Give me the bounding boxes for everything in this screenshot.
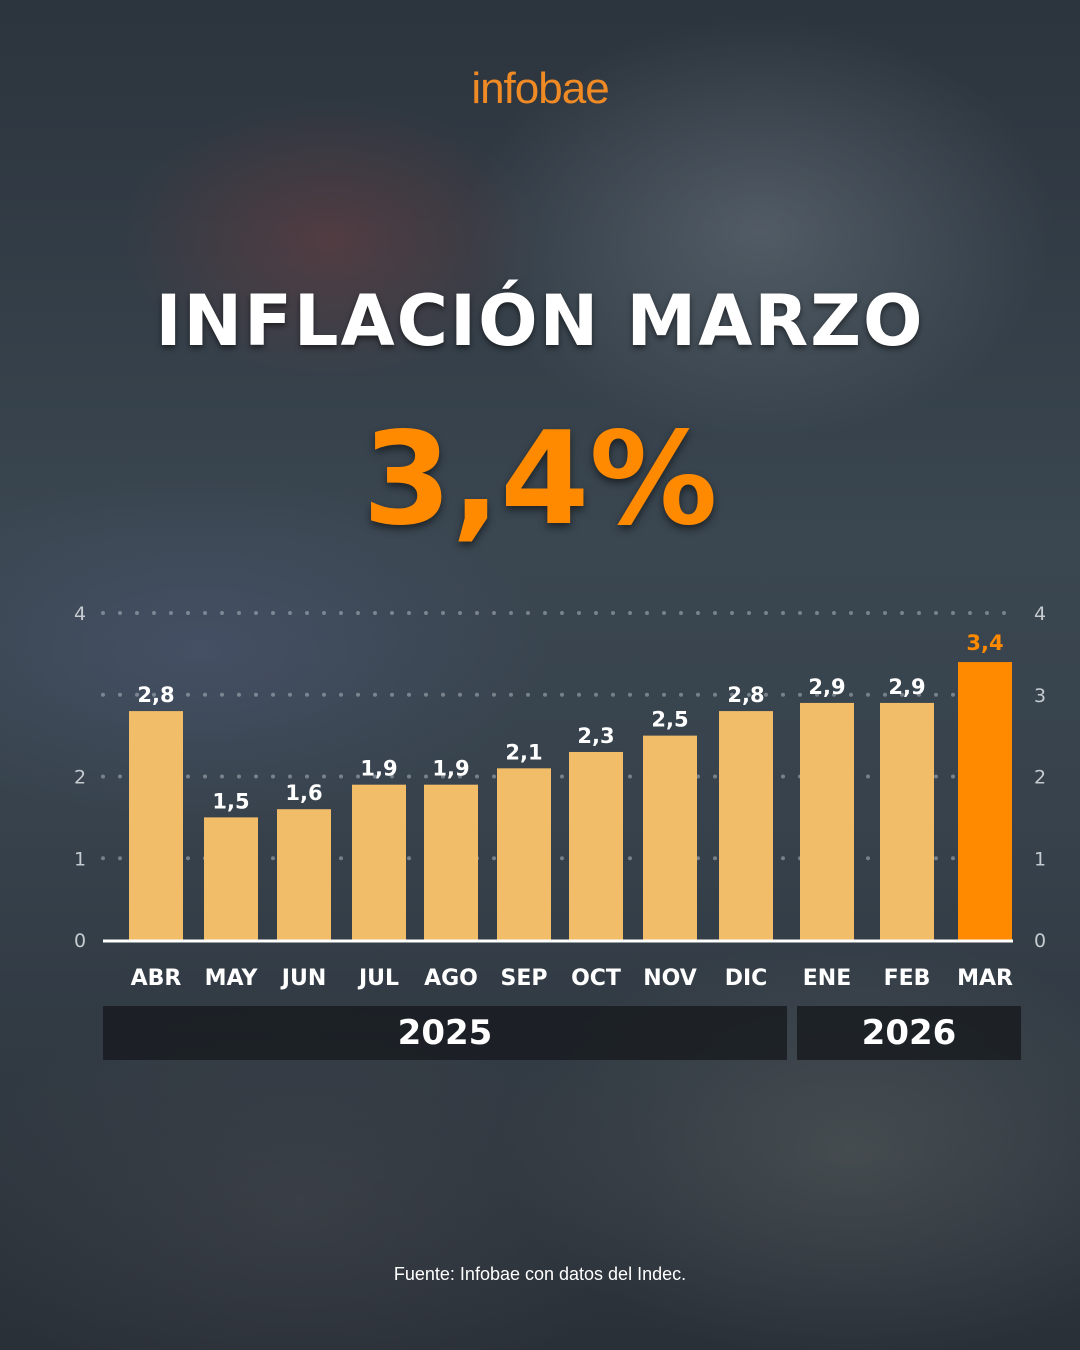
- bar-ene: [800, 702, 854, 940]
- bar-may: [204, 817, 258, 940]
- x-tick-label: MAR: [957, 966, 1013, 991]
- year-label-2026: 2026: [797, 1006, 1021, 1060]
- x-tick-label: FEB: [884, 966, 931, 991]
- value-label: 1,6: [285, 781, 322, 805]
- y-tick-left: 4: [74, 603, 86, 625]
- x-tick-label: MAY: [205, 966, 259, 991]
- y-tick-right: 0: [1034, 930, 1046, 952]
- headline-value: 3,4%: [362, 405, 718, 554]
- x-tick-label: OCT: [571, 966, 621, 991]
- bar-jun: [277, 809, 331, 940]
- bar-chart: 0 1 2 4 0 1 2 3 4 2,8 ABR 1,5 MAY 1,6 JUN 1,9 JUL 1,9 AGO 2…: [73, 603, 1047, 991]
- value-label: 3,4: [966, 631, 1003, 655]
- source-note: Fuente: Infobae con datos del Indec.: [393, 1264, 687, 1284]
- page-title: INFLACIÓN MARZO: [155, 280, 925, 362]
- y-tick-left: 1: [74, 848, 86, 870]
- value-label: 2,3: [577, 724, 614, 748]
- bar-feb: [880, 702, 934, 940]
- bar-nov: [643, 735, 697, 940]
- value-label: 1,9: [360, 757, 397, 781]
- y-tick-right: 3: [1034, 685, 1046, 707]
- bar-ago: [424, 784, 478, 940]
- x-tick-label: JUN: [280, 966, 326, 991]
- x-tick-label: DIC: [725, 966, 768, 991]
- value-label: 2,9: [808, 675, 845, 699]
- y-tick-right: 4: [1034, 603, 1046, 625]
- x-tick-label: AGO: [424, 966, 478, 991]
- value-label: 1,9: [432, 757, 469, 781]
- x-tick-label: JUL: [357, 966, 399, 991]
- y-tick-right: 2: [1034, 767, 1046, 789]
- y-tick-left: 2: [74, 767, 86, 789]
- value-label: 1,5: [212, 789, 249, 813]
- y-tick-right: 1: [1034, 848, 1046, 870]
- value-label: 2,8: [727, 683, 764, 707]
- x-tick-label: NOV: [643, 966, 697, 991]
- year-label-2025: 2025: [103, 1006, 787, 1060]
- y-tick-left: 0: [74, 930, 86, 952]
- x-tick-label: ENE: [803, 966, 851, 991]
- bar-dic: [719, 711, 773, 940]
- bar-mar: [958, 662, 1012, 940]
- bar-sep: [497, 768, 551, 940]
- x-tick-label: SEP: [501, 966, 548, 991]
- bar-jul: [352, 784, 406, 940]
- value-label: 2,9: [888, 675, 925, 699]
- x-tick-label: ABR: [131, 966, 182, 991]
- bar-oct: [569, 751, 623, 940]
- value-label: 2,1: [505, 740, 542, 764]
- value-label: 2,5: [651, 708, 688, 732]
- value-label: 2,8: [137, 683, 174, 707]
- bar-abr: [129, 711, 183, 940]
- infobae-logo: infobae: [471, 64, 609, 113]
